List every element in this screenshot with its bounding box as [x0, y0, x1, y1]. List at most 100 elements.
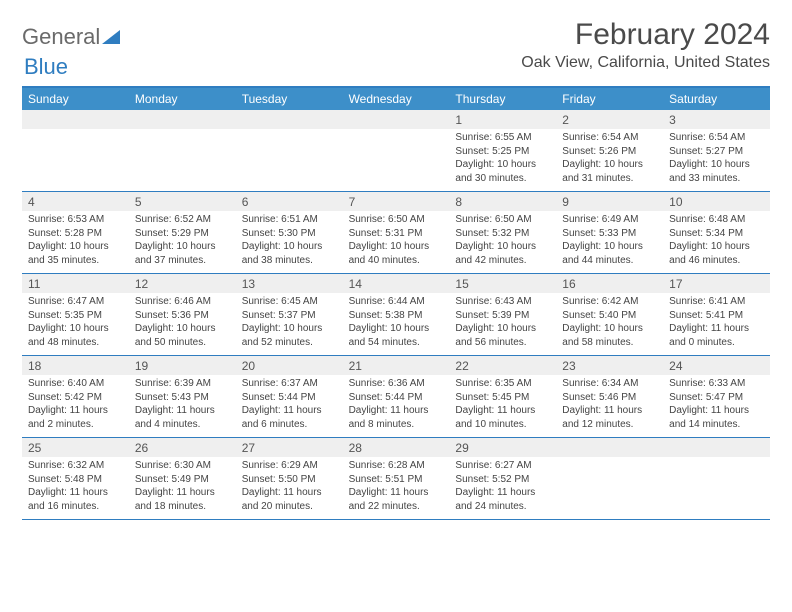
day-cell: 2Sunrise: 6:54 AMSunset: 5:26 PMDaylight…	[556, 110, 663, 191]
daylight: Daylight: 11 hours and 10 minutes.	[455, 404, 550, 431]
day-details	[556, 457, 663, 465]
week-row: 1Sunrise: 6:55 AMSunset: 5:25 PMDaylight…	[22, 110, 770, 192]
day-number: 9	[556, 192, 663, 211]
sunset: Sunset: 5:28 PM	[28, 227, 123, 241]
calendar: SundayMondayTuesdayWednesdayThursdayFrid…	[22, 86, 770, 520]
day-details: Sunrise: 6:36 AMSunset: 5:44 PMDaylight:…	[343, 375, 450, 437]
daylight: Daylight: 11 hours and 20 minutes.	[242, 486, 337, 513]
day-number: 6	[236, 192, 343, 211]
day-number: 2	[556, 110, 663, 129]
logo-text-a: General	[22, 24, 100, 50]
day-number: 23	[556, 356, 663, 375]
daylight: Daylight: 11 hours and 24 minutes.	[455, 486, 550, 513]
day-number: 18	[22, 356, 129, 375]
sunrise: Sunrise: 6:35 AM	[455, 377, 550, 391]
sunrise: Sunrise: 6:32 AM	[28, 459, 123, 473]
sunrise: Sunrise: 6:48 AM	[669, 213, 764, 227]
daylight: Daylight: 10 hours and 35 minutes.	[28, 240, 123, 267]
day-details: Sunrise: 6:50 AMSunset: 5:32 PMDaylight:…	[449, 211, 556, 273]
day-cell: 19Sunrise: 6:39 AMSunset: 5:43 PMDayligh…	[129, 356, 236, 437]
day-cell: 16Sunrise: 6:42 AMSunset: 5:40 PMDayligh…	[556, 274, 663, 355]
day-number: 26	[129, 438, 236, 457]
day-number: 21	[343, 356, 450, 375]
day-details	[22, 129, 129, 137]
sunset: Sunset: 5:36 PM	[135, 309, 230, 323]
sunset: Sunset: 5:35 PM	[28, 309, 123, 323]
sunset: Sunset: 5:51 PM	[349, 473, 444, 487]
dayname: Tuesday	[236, 88, 343, 110]
daylight: Daylight: 11 hours and 12 minutes.	[562, 404, 657, 431]
daylight: Daylight: 10 hours and 40 minutes.	[349, 240, 444, 267]
sunrise: Sunrise: 6:40 AM	[28, 377, 123, 391]
day-details	[236, 129, 343, 137]
sunrise: Sunrise: 6:44 AM	[349, 295, 444, 309]
day-details	[343, 129, 450, 137]
dayname: Thursday	[449, 88, 556, 110]
day-details: Sunrise: 6:43 AMSunset: 5:39 PMDaylight:…	[449, 293, 556, 355]
day-cell: 3Sunrise: 6:54 AMSunset: 5:27 PMDaylight…	[663, 110, 770, 191]
day-number: 10	[663, 192, 770, 211]
day-details: Sunrise: 6:47 AMSunset: 5:35 PMDaylight:…	[22, 293, 129, 355]
day-number: 12	[129, 274, 236, 293]
day-number: 5	[129, 192, 236, 211]
sunset: Sunset: 5:25 PM	[455, 145, 550, 159]
day-number	[663, 438, 770, 457]
day-number	[556, 438, 663, 457]
day-cell: 5Sunrise: 6:52 AMSunset: 5:29 PMDaylight…	[129, 192, 236, 273]
day-number: 28	[343, 438, 450, 457]
day-cell: 23Sunrise: 6:34 AMSunset: 5:46 PMDayligh…	[556, 356, 663, 437]
day-number: 1	[449, 110, 556, 129]
day-number	[343, 110, 450, 129]
day-cell	[556, 438, 663, 519]
sunset: Sunset: 5:43 PM	[135, 391, 230, 405]
sunrise: Sunrise: 6:54 AM	[562, 131, 657, 145]
daylight: Daylight: 11 hours and 6 minutes.	[242, 404, 337, 431]
sunset: Sunset: 5:26 PM	[562, 145, 657, 159]
day-cell: 14Sunrise: 6:44 AMSunset: 5:38 PMDayligh…	[343, 274, 450, 355]
day-cell: 20Sunrise: 6:37 AMSunset: 5:44 PMDayligh…	[236, 356, 343, 437]
daylight: Daylight: 10 hours and 48 minutes.	[28, 322, 123, 349]
week-row: 25Sunrise: 6:32 AMSunset: 5:48 PMDayligh…	[22, 438, 770, 520]
day-details: Sunrise: 6:41 AMSunset: 5:41 PMDaylight:…	[663, 293, 770, 355]
sunrise: Sunrise: 6:27 AM	[455, 459, 550, 473]
sunset: Sunset: 5:33 PM	[562, 227, 657, 241]
day-details: Sunrise: 6:55 AMSunset: 5:25 PMDaylight:…	[449, 129, 556, 191]
sunset: Sunset: 5:41 PM	[669, 309, 764, 323]
daylight: Daylight: 11 hours and 14 minutes.	[669, 404, 764, 431]
sunset: Sunset: 5:34 PM	[669, 227, 764, 241]
day-cell	[236, 110, 343, 191]
sunset: Sunset: 5:52 PM	[455, 473, 550, 487]
sunrise: Sunrise: 6:47 AM	[28, 295, 123, 309]
day-number: 25	[22, 438, 129, 457]
day-number: 24	[663, 356, 770, 375]
logo: General	[22, 18, 124, 50]
sunrise: Sunrise: 6:37 AM	[242, 377, 337, 391]
sunset: Sunset: 5:47 PM	[669, 391, 764, 405]
sunset: Sunset: 5:32 PM	[455, 227, 550, 241]
sunrise: Sunrise: 6:34 AM	[562, 377, 657, 391]
sunrise: Sunrise: 6:55 AM	[455, 131, 550, 145]
daylight: Daylight: 11 hours and 16 minutes.	[28, 486, 123, 513]
daylight: Daylight: 10 hours and 37 minutes.	[135, 240, 230, 267]
day-number: 16	[556, 274, 663, 293]
dayname: Saturday	[663, 88, 770, 110]
daylight: Daylight: 11 hours and 0 minutes.	[669, 322, 764, 349]
week-row: 11Sunrise: 6:47 AMSunset: 5:35 PMDayligh…	[22, 274, 770, 356]
day-number: 3	[663, 110, 770, 129]
day-details: Sunrise: 6:45 AMSunset: 5:37 PMDaylight:…	[236, 293, 343, 355]
day-number: 19	[129, 356, 236, 375]
day-details	[663, 457, 770, 465]
day-number	[236, 110, 343, 129]
day-cell: 1Sunrise: 6:55 AMSunset: 5:25 PMDaylight…	[449, 110, 556, 191]
sunset: Sunset: 5:50 PM	[242, 473, 337, 487]
day-cell	[22, 110, 129, 191]
title-block: February 2024 Oak View, California, Unit…	[521, 18, 770, 72]
dayname: Sunday	[22, 88, 129, 110]
day-cell: 9Sunrise: 6:49 AMSunset: 5:33 PMDaylight…	[556, 192, 663, 273]
logo-text-b: Blue	[24, 54, 68, 79]
sunset: Sunset: 5:40 PM	[562, 309, 657, 323]
day-details: Sunrise: 6:37 AMSunset: 5:44 PMDaylight:…	[236, 375, 343, 437]
day-cell: 24Sunrise: 6:33 AMSunset: 5:47 PMDayligh…	[663, 356, 770, 437]
day-cell: 18Sunrise: 6:40 AMSunset: 5:42 PMDayligh…	[22, 356, 129, 437]
sunrise: Sunrise: 6:29 AM	[242, 459, 337, 473]
